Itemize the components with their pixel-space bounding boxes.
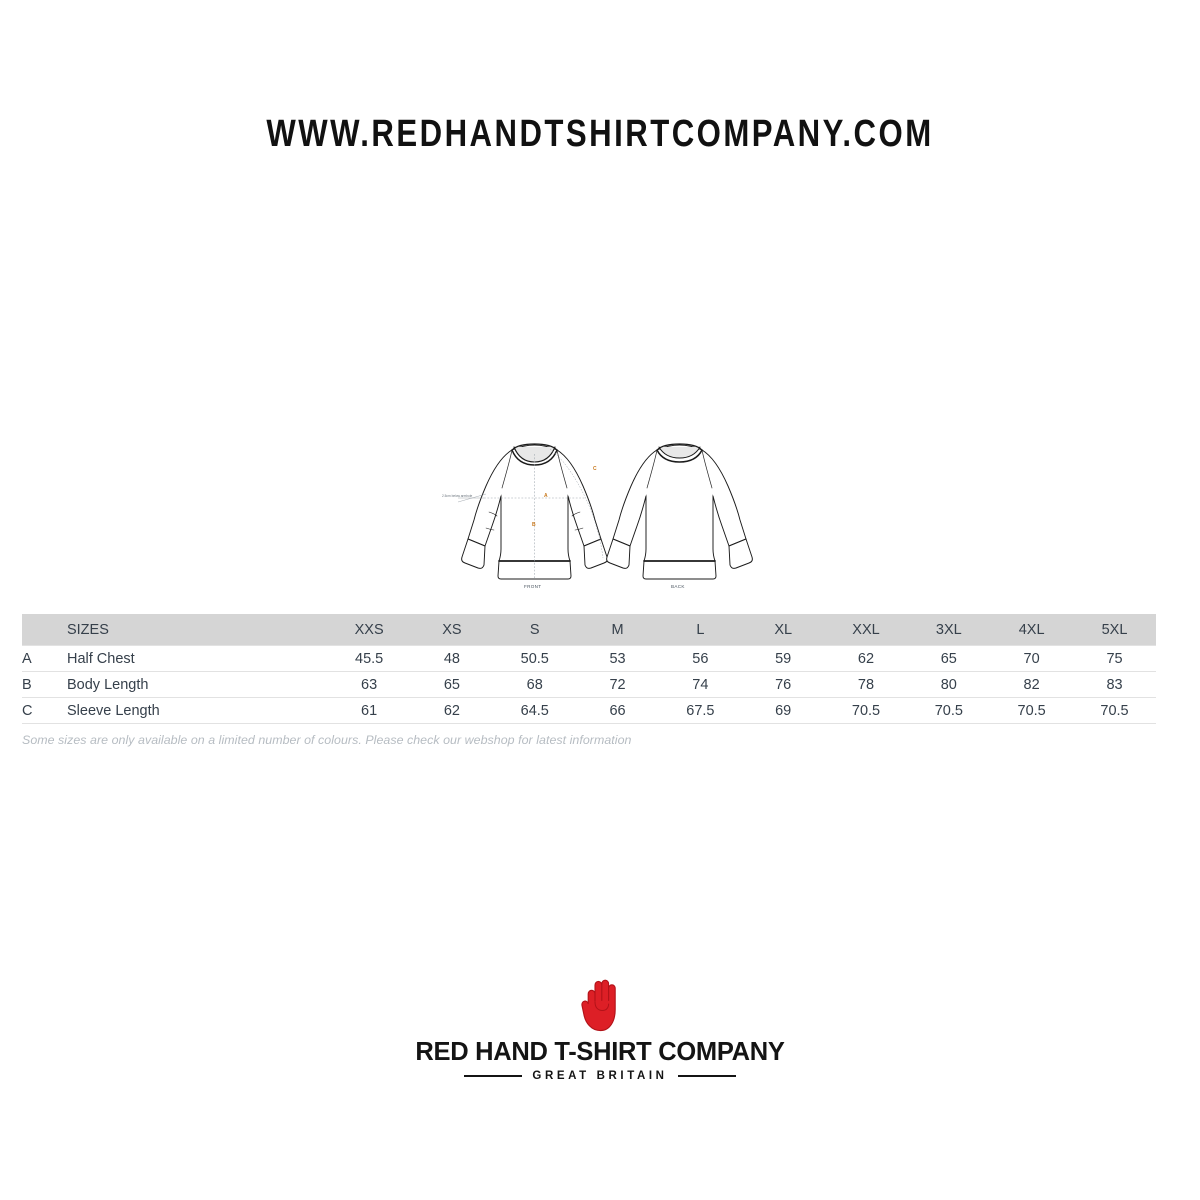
size-chart-table: SIZES XXS XS S M L XL XXL 3XL 4XL 5XL A … (22, 614, 1156, 724)
cell-value: 75 (1106, 650, 1123, 667)
cell-value: 65 (940, 650, 957, 667)
cell-value: 61 (361, 702, 378, 719)
table-header-row: SIZES XXS XS S M L XL XXL 3XL 4XL 5XL (22, 614, 1156, 646)
cell-value: 63 (361, 676, 378, 693)
back-garment-drawing (606, 443, 753, 580)
header-size-xxl: XXL (824, 614, 908, 646)
header-size-5xl: 5XL (1073, 614, 1156, 646)
cell-value: 66 (609, 702, 626, 719)
cell-value: 67.5 (686, 702, 715, 719)
cell-value: 64.5 (520, 702, 549, 719)
table-row: B Body Length 63 65 68 72 74 76 78 80 82… (22, 672, 1156, 698)
row-measure-name: Body Length (66, 676, 149, 693)
table-row: C Sleeve Length 61 62 64.5 66 67.5 69 70… (22, 698, 1156, 724)
cell-value: 56 (692, 650, 709, 667)
cell-value: 82 (1023, 676, 1040, 693)
cell-value: 72 (609, 676, 626, 693)
cell-value: 53 (609, 650, 626, 667)
brand-name: RED HAND T-SHIRT COMPANY (415, 1038, 785, 1066)
cell-value: 69 (775, 702, 792, 719)
header-sizes-label: SIZES (66, 614, 328, 646)
cell-value: 70.5 (934, 702, 963, 719)
header-size-xxs: XXS (327, 614, 411, 646)
size-chart-table-wrapper: SIZES XXS XS S M L XL XXL 3XL 4XL 5XL A … (0, 614, 1200, 724)
dimension-letter-body: B (532, 522, 536, 528)
header-size-m: M (576, 614, 659, 646)
cell-value: 50.5 (520, 650, 549, 667)
header-size-4xl: 4XL (990, 614, 1074, 646)
row-code: B (22, 676, 32, 693)
header-size-xl: XL (741, 614, 825, 646)
cell-value: 78 (857, 676, 875, 693)
header-size-xs: XS (410, 614, 494, 646)
cell-value: 70.5 (1100, 702, 1129, 719)
header-size-l: L (658, 614, 742, 646)
cell-value: 76 (775, 676, 792, 693)
footer-logo: RED HAND T-SHIRT COMPANY GREAT BRITAIN (0, 978, 1200, 1082)
garment-illustrations: A B C 2.5cm below armhole FRONT B (440, 408, 780, 600)
row-measure-name: Sleeve Length (66, 702, 160, 719)
table-row: A Half Chest 45.5 48 50.5 53 56 59 62 65… (22, 645, 1156, 672)
front-garment-drawing (461, 443, 608, 580)
cell-value: 74 (692, 676, 709, 693)
header-size-3xl: 3XL (907, 614, 991, 646)
dimension-letter-chest: A (544, 493, 548, 499)
cell-value: 59 (775, 650, 792, 667)
cell-value: 80 (940, 676, 957, 693)
dimension-letter-sleeve: C (593, 466, 597, 472)
cell-value: 70 (1023, 650, 1040, 667)
front-measurement-lines (484, 454, 586, 578)
header-size-s: S (493, 614, 577, 646)
right-rule (677, 1075, 736, 1077)
armhole-annotation-leader (457, 493, 487, 503)
row-code: A (22, 650, 32, 667)
cell-value: 62 (857, 650, 875, 667)
cell-value: 48 (443, 650, 460, 667)
red-hand-icon (581, 979, 616, 1032)
front-sleeve-measure-line (549, 448, 604, 559)
brand-subtitle: GREAT BRITAIN (532, 1070, 668, 1082)
cell-value: 70.5 (1017, 702, 1046, 719)
left-rule (464, 1075, 523, 1077)
cell-value: 70.5 (851, 702, 881, 719)
site-url-heading: WWW.REDHANDTSHIRTCOMPANY.COM (266, 113, 934, 155)
armhole-annotation: 2.5cm below armhole (442, 494, 473, 498)
cell-value: 45.5 (355, 650, 384, 667)
header-code-col (22, 614, 67, 646)
back-view-label: BACK (671, 584, 685, 589)
brand-subtitle-row: GREAT BRITAIN (0, 1070, 1200, 1082)
cell-value: 68 (526, 676, 543, 693)
cell-value: 65 (443, 676, 460, 693)
size-chart-footnote: Some sizes are only available on a limit… (22, 733, 632, 747)
front-view-label: FRONT (524, 584, 541, 589)
row-code: C (22, 702, 33, 719)
row-measure-name: Half Chest (66, 650, 135, 667)
cell-value: 83 (1106, 676, 1123, 693)
cell-value: 62 (443, 702, 460, 719)
